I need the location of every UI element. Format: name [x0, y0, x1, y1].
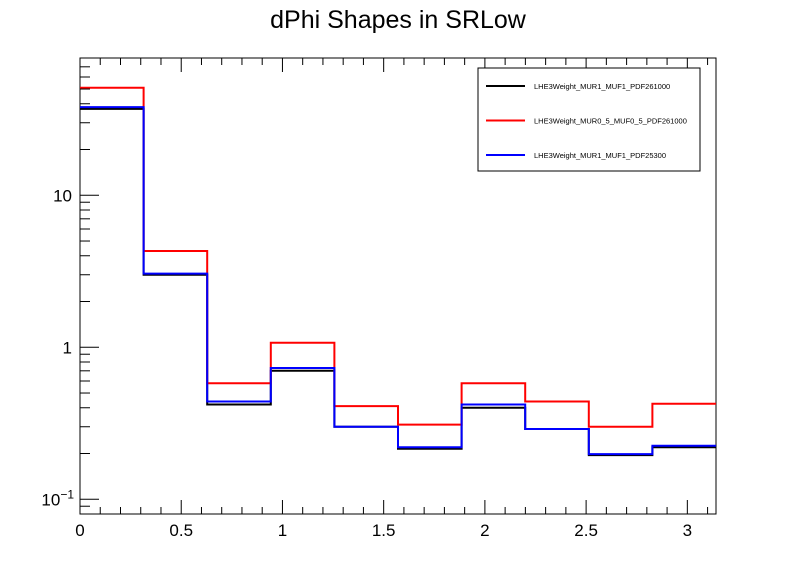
x-tick-label: 1: [278, 521, 287, 540]
x-tick-label: 3: [683, 521, 692, 540]
y-tick-label: 1: [63, 338, 72, 357]
series-layer: [80, 86, 716, 457]
plot-frame: [79, 57, 717, 515]
legend-label: LHE3Weight_MUR1_MUF1_PDF25300: [534, 151, 666, 160]
legend-label: LHE3Weight_MUR1_MUF1_PDF261000: [534, 82, 670, 91]
legend-label: LHE3Weight_MUR0_5_MUF0_5_PDF261000: [534, 117, 687, 126]
x-tick-label: 2: [480, 521, 489, 540]
x-tick-label: 2.5: [574, 521, 598, 540]
y-tick-label: 10−1: [41, 487, 74, 509]
x-tick-label: 0.5: [169, 521, 193, 540]
legend: LHE3Weight_MUR1_MUF1_PDF261000 LHE3Weight…: [477, 67, 701, 172]
axes-layer: 0 0.5 1 1.5 2 2.5 3 10−1 1 10: [41, 57, 709, 540]
plot-frame-layer: [79, 57, 717, 515]
chart-title: dPhi Shapes in SRLow: [270, 6, 526, 34]
x-tick-label: 0: [75, 521, 84, 540]
x-tick-label: 1.5: [372, 521, 396, 540]
series-line-2: [80, 106, 716, 456]
y-tick-label: 10: [53, 186, 72, 205]
